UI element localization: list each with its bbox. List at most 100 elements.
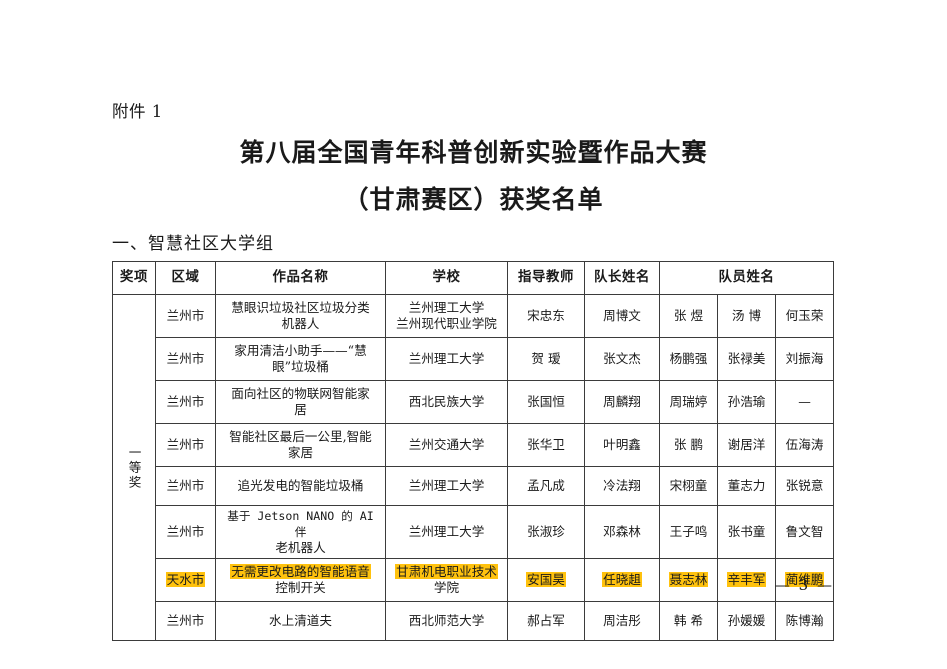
cell-leader: 周博文: [584, 294, 660, 338]
school-line-1: 甘肃机电职业技术: [395, 564, 498, 580]
cell-leader: 叶明鑫: [584, 423, 660, 467]
cell-member-1: 张 煜: [659, 294, 718, 338]
cell-member-1: 聂志林: [659, 558, 718, 603]
cell-work: 家用清洁小助手——“慧 眼”垃圾桶: [215, 337, 386, 381]
cell-region: 天水市: [155, 558, 216, 603]
column-header-members: 队员姓名: [658, 261, 835, 295]
table-row: 兰州市 面向社区的物联网智能家 居 西北民族大学 张国恒 周麟翔 周瑞婷 孙浩瑜…: [113, 380, 835, 424]
column-header-school: 学校: [385, 261, 508, 295]
work-line-1: 智能社区最后一公里,智能: [229, 428, 372, 444]
column-header-teacher: 指导教师: [507, 261, 585, 295]
cell-member-2: 张禄美: [717, 337, 776, 381]
section-heading: 一、智慧社区大学组: [112, 234, 274, 254]
cell-member-1: 杨鹏强: [659, 337, 718, 381]
cell-work: 智能社区最后一公里,智能 家居: [215, 423, 386, 467]
cell-work: 慧眼识垃圾社区垃圾分类 机器人: [215, 294, 386, 338]
table-row: 兰州市 追光发电的智能垃圾桶 兰州理工大学 孟凡成 冷法翔 宋栩童 董志力 张锐…: [113, 466, 835, 506]
school-line-2: 学院: [433, 580, 460, 596]
cell-leader: 任晓趄: [584, 558, 660, 603]
cell-member-2: 孙媛媛: [717, 601, 776, 642]
work-line-1: 基于 Jetson NANO 的 AI 伴: [227, 509, 374, 540]
cell-region: 兰州市: [155, 504, 216, 560]
cell-member-1: 韩 希: [659, 601, 718, 642]
column-header-award: 奖项: [112, 261, 156, 295]
cell-leader: 邓森林: [584, 504, 660, 560]
cell-member-3: 鲁文智: [774, 504, 835, 560]
cell-teacher: 贺 瑷: [507, 337, 585, 381]
cell-work: 追光发电的智能垃圾桶: [215, 466, 386, 506]
table-row: 一等奖 兰州市 慧眼识垃圾社区垃圾分类 机器人 兰州理工大学 兰州现代职业学院 …: [112, 293, 835, 642]
cell-school: 兰州理工大学: [385, 466, 508, 506]
cell-member-3: 何玉荣: [774, 294, 835, 338]
school-line-2: 兰州现代职业学院: [396, 316, 497, 331]
cell-member-3: 张锐意: [774, 466, 835, 506]
cell-member-2: 辛丰军: [717, 558, 776, 603]
cell-teacher: 安国昊: [507, 558, 585, 603]
cell-school: 西北师范大学: [385, 601, 508, 642]
work-line-2: 机器人: [281, 316, 320, 331]
column-header-leader: 队长姓名: [584, 261, 660, 295]
work-line-2: 居: [294, 402, 307, 417]
cell-work: 面向社区的物联网智能家 居: [215, 380, 386, 424]
title-line-1: 第八届全国青年科普创新实验暨作品大赛: [239, 138, 708, 167]
cell-region: 兰州市: [155, 423, 216, 467]
cell-region: 兰州市: [155, 466, 216, 506]
work-line-2: 眼”垃圾桶: [272, 359, 329, 374]
cell-member-1: 宋栩童: [659, 466, 718, 506]
table-body: 一等奖 兰州市 慧眼识垃圾社区垃圾分类 机器人 兰州理工大学 兰州现代职业学院 …: [112, 293, 835, 642]
cell-member-3: 陈博瀚: [774, 601, 835, 642]
column-header-region: 区域: [155, 261, 216, 295]
page-number: — 3 —: [774, 576, 834, 594]
cell-work: 水上清道夫: [215, 601, 386, 642]
cell-member-3: —: [774, 380, 835, 424]
cell-leader: 周洁彤: [584, 601, 660, 642]
cell-member-1: 张 鹏: [659, 423, 718, 467]
cell-member-2: 谢居洋: [717, 423, 776, 467]
cell-leader: 周麟翔: [584, 380, 660, 424]
work-line-2: 家居: [287, 445, 314, 460]
title-line-2: （甘肃赛区）获奖名单: [343, 184, 604, 214]
table-row: 兰州市 智能社区最后一公里,智能 家居 兰州交通大学 张华卫 叶明鑫 张 鹏 谢…: [113, 423, 835, 467]
cell-member-3: 伍海涛: [774, 423, 835, 467]
cell-member-2: 张书童: [717, 504, 776, 560]
table-row: 兰州市 家用清洁小助手——“慧 眼”垃圾桶 兰州理工大学 贺 瑷 张文杰 杨鹏强…: [113, 337, 835, 381]
cell-school: 兰州理工大学: [385, 337, 508, 381]
cell-teacher: 孟凡成: [507, 466, 585, 506]
cell-school: 兰州理工大学 兰州现代职业学院: [385, 294, 508, 338]
cell-teacher: 张淑珍: [507, 504, 585, 560]
work-line-2: 老机器人: [275, 540, 326, 556]
cell-member-1: 周瑞婷: [659, 380, 718, 424]
page-title: 第八届全国青年科普创新实验暨作品大赛 （甘肃赛区）获奖名单: [0, 134, 947, 220]
cell-region: 兰州市: [155, 601, 216, 642]
table-row: 兰州市 基于 Jetson NANO 的 AI 伴 老机器人 兰州理工大学 张淑…: [113, 504, 835, 560]
cell-teacher: 宋忠东: [507, 294, 585, 338]
cell-region: 兰州市: [155, 294, 216, 338]
cell-work: 无需更改电路的智能语音 控制开关: [215, 558, 386, 603]
table-row-highlighted: 天水市 无需更改电路的智能语音 控制开关 甘肃机电职业技术 学院 安国昊 任晓趄: [113, 558, 835, 603]
award-group-label: 一等奖: [126, 445, 142, 490]
cell-school: 西北民族大学: [385, 380, 508, 424]
cell-school: 兰州理工大学: [385, 504, 508, 560]
work-line-1: 家用清洁小助手——“慧: [234, 342, 367, 358]
cell-school: 甘肃机电职业技术 学院: [385, 558, 508, 603]
cell-work: 基于 Jetson NANO 的 AI 伴 老机器人: [215, 504, 386, 560]
cell-member-1: 王子鸣: [659, 504, 718, 560]
cell-teacher: 郝占军: [507, 601, 585, 642]
work-line-2: 控制开关: [275, 580, 326, 596]
award-group-cell: 一等奖: [112, 293, 156, 642]
cell-teacher: 张华卫: [507, 423, 585, 467]
award-list-table: 奖项 区域 作品名称 学校 指导教师 队长姓名 队员姓名 一等奖 兰州市 慧眼识…: [112, 261, 835, 642]
table-row: 兰州市 水上清道夫 西北师范大学 郝占军 周洁彤 韩 希 孙媛媛 陈博瀚: [113, 601, 835, 642]
cell-member-2: 汤 博: [717, 294, 776, 338]
cell-region: 兰州市: [155, 380, 216, 424]
cell-member-2: 孙浩瑜: [717, 380, 776, 424]
work-line-1: 面向社区的物联网智能家: [231, 385, 370, 401]
school-line-1: 兰州理工大学: [408, 299, 485, 315]
cell-region: 兰州市: [155, 337, 216, 381]
cell-leader: 张文杰: [584, 337, 660, 381]
table-header-row: 奖项 区域 作品名称 学校 指导教师 队长姓名 队员姓名: [112, 261, 835, 295]
work-line-1: 慧眼识垃圾社区垃圾分类: [231, 299, 370, 315]
cell-teacher: 张国恒: [507, 380, 585, 424]
cell-leader: 冷法翔: [584, 466, 660, 506]
